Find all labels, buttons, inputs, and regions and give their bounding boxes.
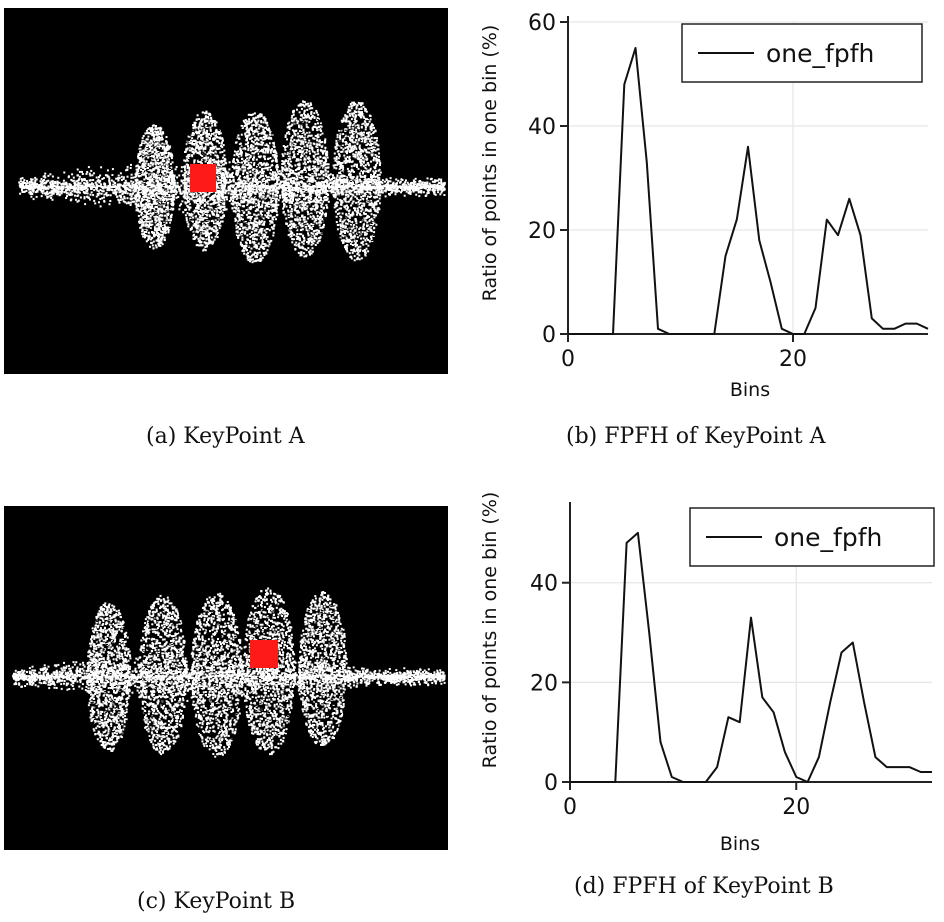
y-tick-label: 0 (544, 771, 558, 796)
caption-b: (b) FPFH of KeyPoint A (566, 424, 826, 449)
x-tick-label: 0 (563, 795, 577, 820)
y-axis-label: Ratio of points in one bin (%) (479, 25, 501, 302)
keypoint-b-image (4, 506, 448, 850)
y-tick-label: 20 (528, 219, 556, 244)
x-axis-label: Bins (730, 379, 770, 401)
point-cloud-a (18, 100, 446, 264)
caption-c: (c) KeyPoint B (137, 889, 296, 914)
legend-label: one_fpfh (766, 39, 874, 68)
keypoint-a-image (4, 8, 448, 374)
series-line-one-fpfh (568, 47, 929, 335)
caption-d: (d) FPFH of KeyPoint B (574, 874, 834, 899)
series-line-one-fpfh (570, 531, 932, 783)
point-cloud-b (12, 587, 446, 758)
x-axis-label: Bins (720, 833, 760, 855)
fpfh-chart-a: 0 20 40 60 0 20 Bins Ratio of points in one bin… (479, 11, 929, 401)
fpfh-chart-b: 0 20 40 0 20 Bins Ratio of points in one bin (… (479, 492, 935, 855)
x-tick-label: 20 (779, 347, 807, 372)
y-tick-label: 60 (528, 11, 556, 36)
caption-a: (a) KeyPoint A (146, 424, 305, 449)
y-tick-label: 40 (530, 572, 558, 597)
y-tick-label: 40 (528, 115, 556, 140)
x-tick-label: 0 (561, 347, 575, 372)
y-tick-label: 0 (542, 323, 556, 348)
legend-label: one_fpfh (774, 523, 882, 552)
keypoint-marker (190, 164, 216, 192)
legend-box (689, 507, 935, 567)
cloud-points (18, 100, 446, 264)
x-tick-label: 20 (782, 795, 810, 820)
y-tick-label: 20 (530, 671, 558, 696)
y-axis-label: Ratio of points in one bin (%) (479, 492, 501, 769)
cloud-points (12, 587, 446, 758)
keypoint-marker (250, 640, 278, 668)
